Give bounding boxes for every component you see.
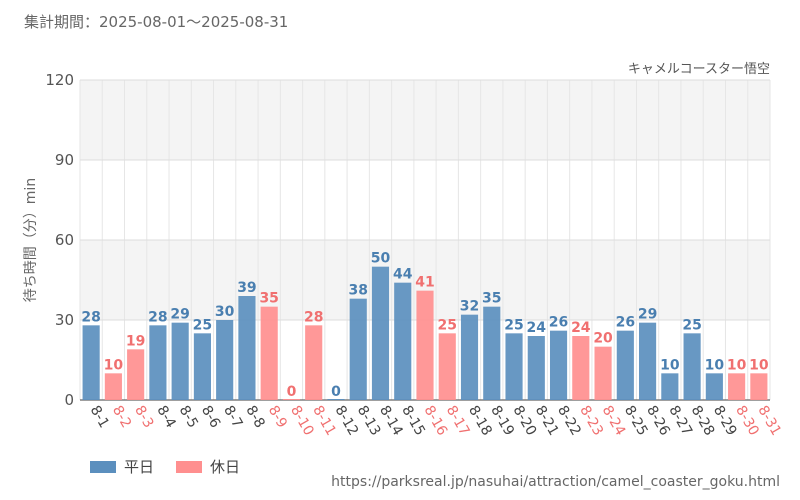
bar-8-18 — [460, 314, 479, 400]
x-tick-label-8-9: 8-9 — [265, 403, 290, 431]
value-label-8-19: 35 — [482, 291, 501, 307]
x-tick-label-8-1: 8-1 — [87, 403, 112, 431]
value-label-8-13: 38 — [348, 283, 367, 299]
legend-swatch-holiday — [176, 460, 203, 473]
value-label-8-24: 20 — [593, 331, 613, 347]
bar-8-30 — [728, 373, 746, 400]
value-label-8-28: 25 — [682, 317, 701, 333]
bar-8-27 — [661, 373, 679, 400]
bar-8-6 — [193, 333, 211, 400]
y-axis-label: 待ち時間（分）min — [23, 178, 39, 302]
value-label-8-29: 10 — [705, 357, 725, 373]
bar-8-26 — [639, 322, 657, 400]
bar-8-16 — [416, 290, 434, 400]
bar-8-4 — [149, 325, 167, 400]
x-tick-label-8-2: 8-2 — [109, 403, 134, 431]
value-label-8-26: 29 — [638, 307, 657, 323]
value-label-8-30: 10 — [727, 357, 747, 373]
y-tick-label: 120 — [45, 71, 74, 89]
bar-8-22 — [549, 330, 568, 400]
x-tick-label-8-3: 8-3 — [131, 403, 156, 431]
value-label-8-17: 25 — [438, 317, 457, 333]
value-label-8-5: 29 — [170, 307, 189, 323]
chart-y-ticks: 0 30 60 90 120 — [45, 71, 74, 409]
bar-8-2 — [104, 373, 122, 400]
bar-8-20 — [505, 333, 523, 400]
chart-x-labels: 8-18-28-38-48-58-68-78-88-98-108-118-128… — [87, 403, 784, 439]
y-tick-label: 60 — [55, 231, 74, 249]
bar-8-1 — [82, 325, 100, 400]
bar-8-13 — [349, 298, 367, 400]
bar-8-28 — [683, 333, 701, 400]
value-label-8-2: 10 — [104, 357, 124, 373]
y-tick-label: 30 — [55, 311, 74, 329]
bar-8-24 — [594, 346, 612, 400]
value-label-8-31: 10 — [749, 357, 769, 373]
period-label: 集計期間：2025-08-01～2025-08-31 — [24, 13, 289, 31]
x-tick-label-8-7: 8-7 — [220, 403, 245, 431]
value-label-8-10: 0 — [287, 384, 297, 400]
value-label-8-3: 19 — [126, 333, 145, 349]
bar-8-12 — [327, 399, 345, 400]
value-label-8-15: 44 — [393, 267, 413, 283]
chart-grid — [79, 79, 771, 401]
value-label-8-6: 25 — [193, 317, 212, 333]
source-url[interactable]: https://parksreal.jp/nasuhai/attraction/… — [331, 474, 780, 490]
chart-band — [80, 80, 770, 160]
value-label-8-18: 32 — [460, 299, 479, 315]
bar-8-7 — [216, 320, 234, 400]
value-label-8-9: 35 — [259, 291, 278, 307]
legend-label-holiday: 休日 — [210, 458, 241, 476]
legend-label-weekday: 平日 — [124, 458, 155, 476]
value-label-8-12: 0 — [331, 384, 341, 400]
value-label-8-25: 26 — [616, 315, 635, 331]
bar-8-15 — [394, 282, 412, 400]
y-tick-label: 90 — [55, 151, 74, 169]
value-label-8-20: 25 — [504, 317, 523, 333]
bar-8-25 — [616, 330, 634, 400]
value-label-8-14: 50 — [371, 251, 391, 267]
bar-8-17 — [438, 333, 456, 400]
legend: 平日 休日 — [90, 456, 262, 477]
x-tick-label-8-5: 8-5 — [176, 403, 201, 431]
y-tick-label: 0 — [64, 391, 74, 409]
chart-bars — [82, 266, 768, 400]
chart-title: キャメルコースター悟空 — [628, 62, 770, 77]
value-label-8-1: 28 — [81, 309, 100, 325]
value-label-8-16: 41 — [415, 275, 434, 291]
x-tick-label-8-4: 8-4 — [153, 403, 178, 431]
legend-item-weekday: 平日 — [90, 456, 154, 477]
bar-8-21 — [527, 336, 545, 400]
bar-8-5 — [171, 322, 189, 400]
x-tick-label-8-6: 8-6 — [198, 403, 223, 431]
x-tick-label-8-8: 8-8 — [242, 403, 267, 431]
value-label-8-7: 30 — [215, 304, 235, 320]
bar-8-31 — [750, 373, 768, 400]
bar-8-9 — [260, 306, 278, 400]
value-label-8-22: 26 — [549, 315, 568, 331]
bar-8-11 — [305, 325, 323, 400]
value-label-8-4: 28 — [148, 309, 167, 325]
bar-8-8 — [238, 296, 256, 400]
bar-8-14 — [371, 266, 390, 400]
legend-item-holiday: 休日 — [176, 456, 240, 477]
x-tick-label-8-31: 8-31 — [754, 403, 784, 439]
bar-8-19 — [483, 306, 501, 400]
value-label-8-27: 10 — [660, 357, 680, 373]
bar-8-3 — [127, 349, 145, 400]
legend-swatch-weekday — [90, 460, 116, 473]
chart-band — [80, 160, 770, 240]
value-label-8-11: 28 — [304, 309, 323, 325]
bar-8-10 — [282, 399, 301, 400]
bar-8-29 — [705, 373, 723, 400]
value-label-8-21: 24 — [527, 320, 547, 336]
value-label-8-8: 39 — [237, 280, 256, 296]
value-label-8-23: 24 — [571, 320, 591, 336]
bar-8-23 — [572, 336, 590, 400]
